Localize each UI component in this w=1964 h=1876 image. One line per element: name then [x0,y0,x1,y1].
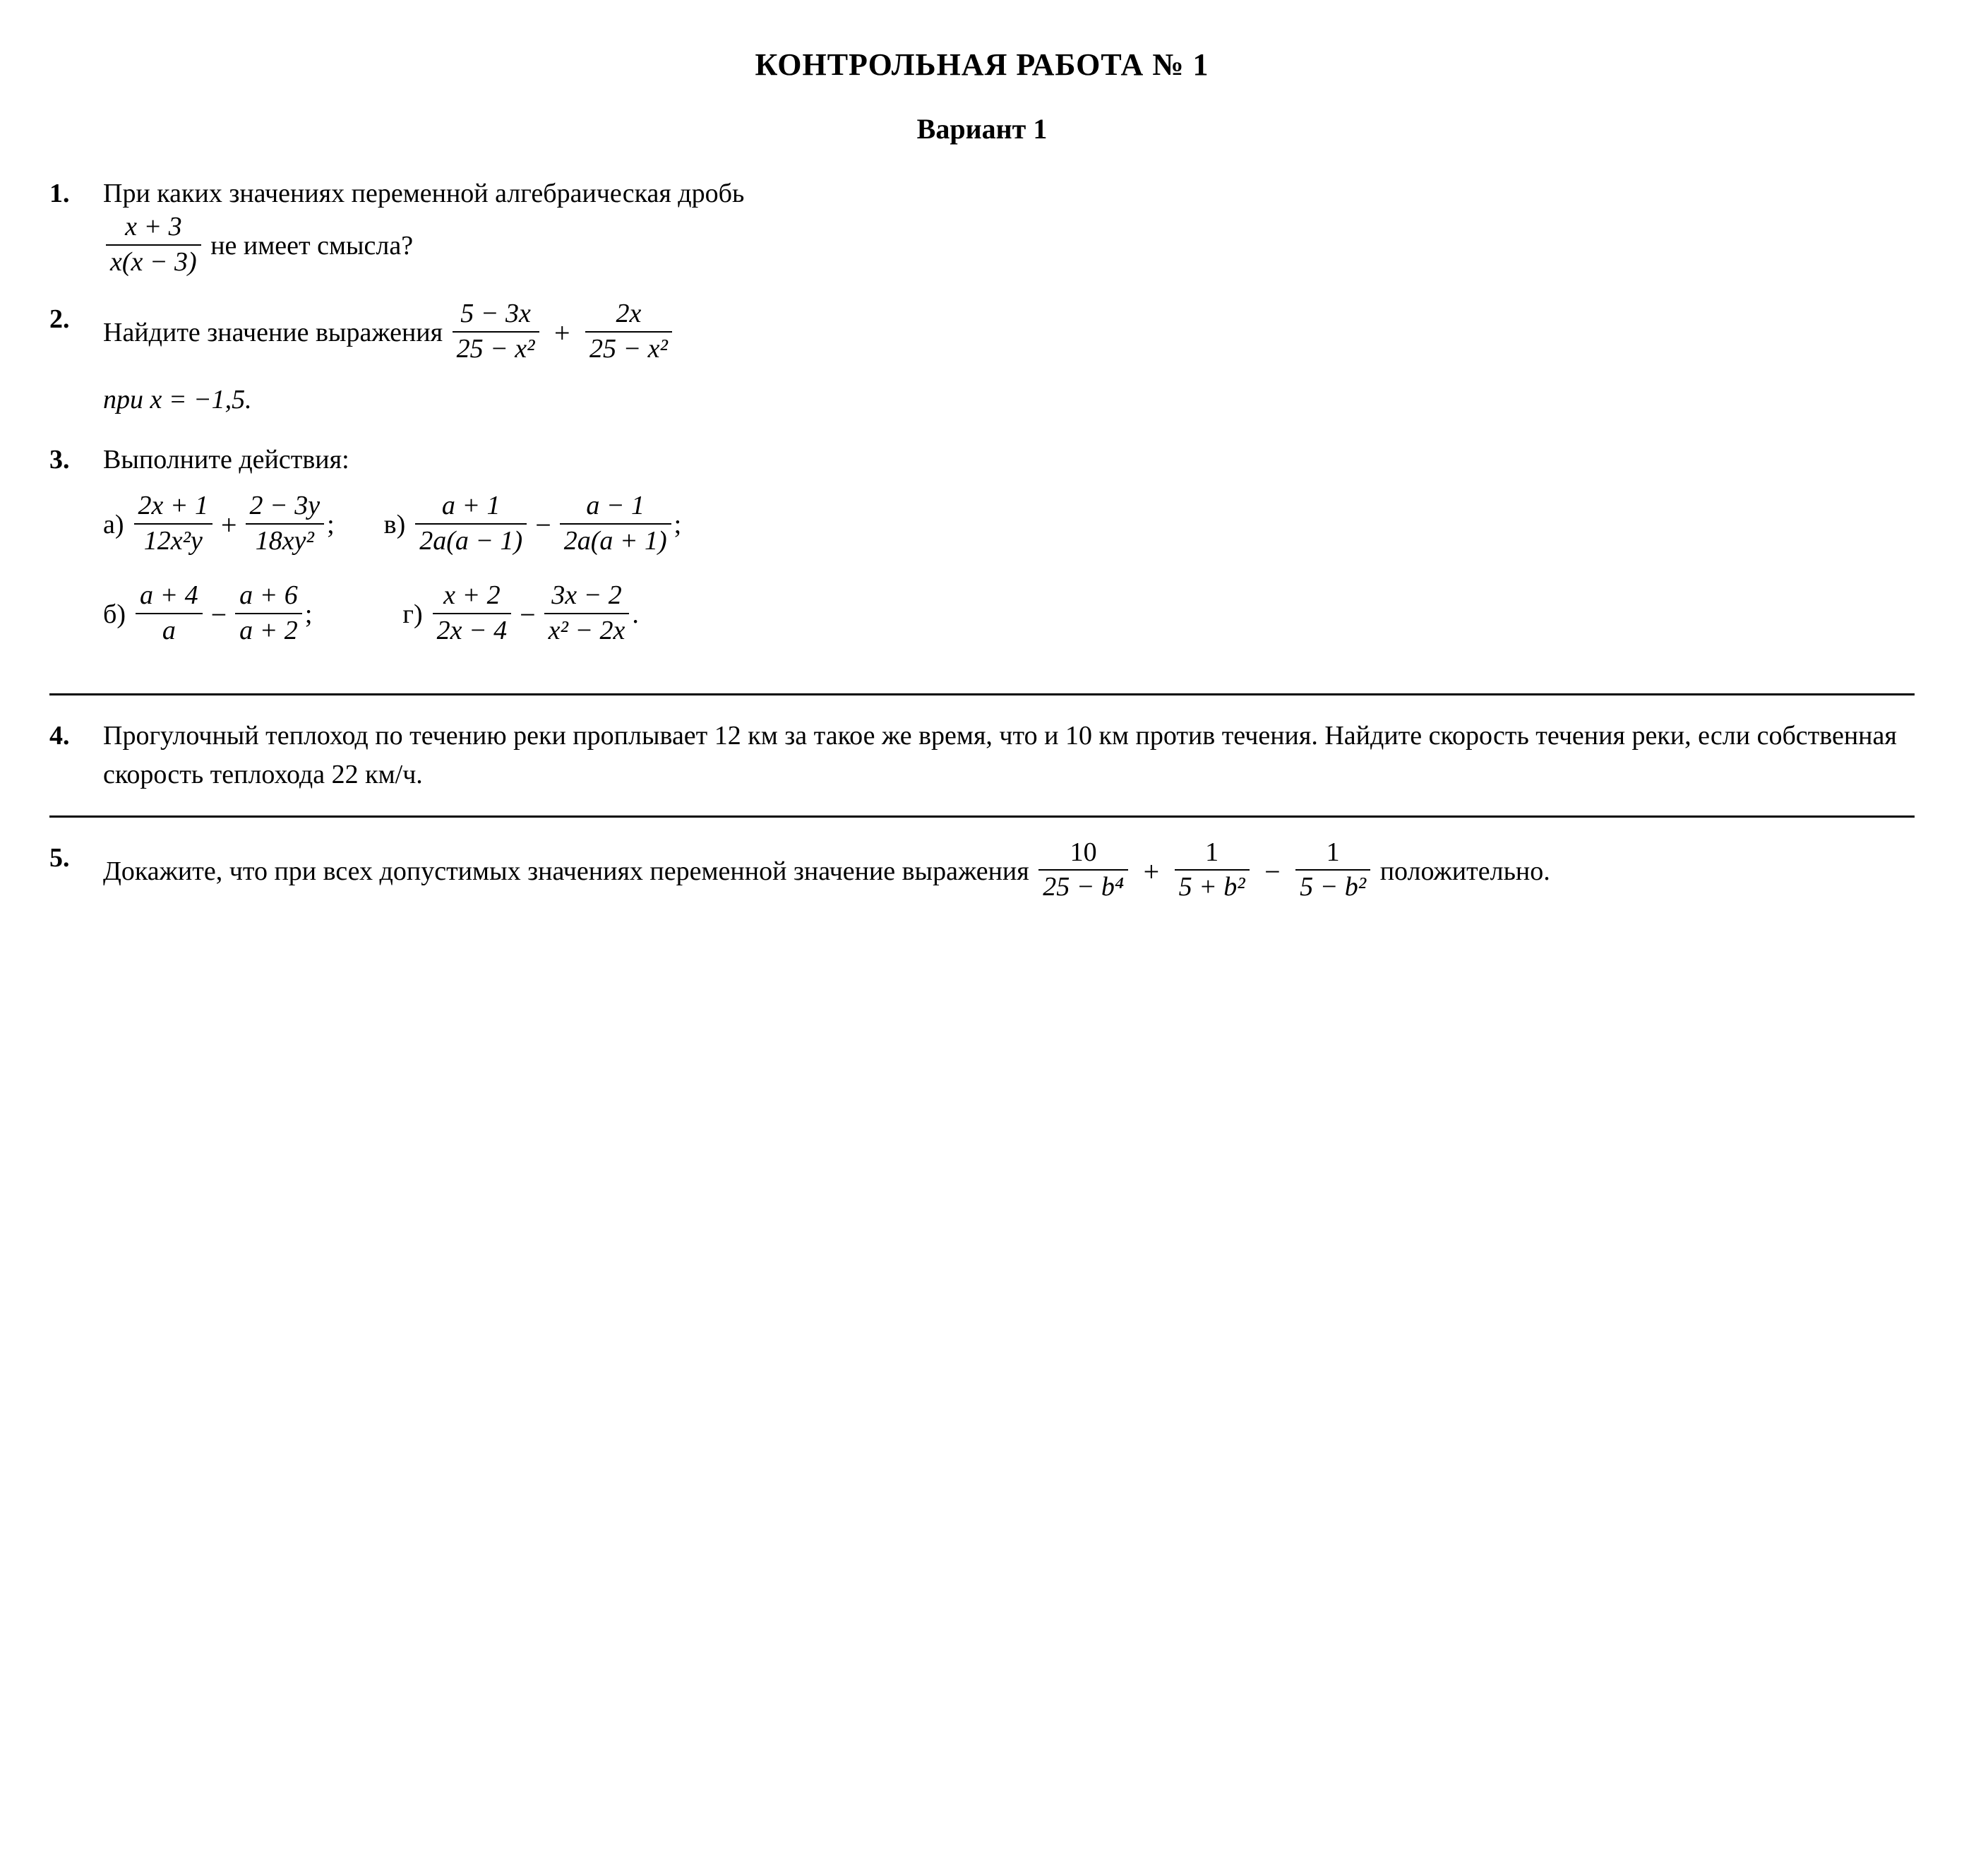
subproblem-g: г) x + 2 2x − 4 − 3x − 2 x² − 2x . [402,582,639,647]
problem-text: Докажите, что при всех допустимых значен… [103,844,1029,900]
fraction-denominator: 2x − 4 [433,614,512,647]
fraction-denominator: x² − 2x [544,614,630,647]
fraction: 2x 25 − x² [585,299,672,364]
fraction-numerator: 2 − 3y [246,491,325,525]
problem-condition: при x = −1,5. [103,381,1915,419]
operator: + [215,505,243,546]
subproblem-b: б) a + 4 a − a + 6 a + 2 ; [103,582,312,647]
fraction: 3x − 2 x² − 2x [544,580,630,646]
subproblem-label: а) [103,506,124,544]
divider [49,815,1915,818]
fraction-numerator: a − 1 [560,491,671,525]
fraction-denominator: 25 − x² [453,333,539,365]
fraction: 2 − 3y 18xy² [246,491,325,556]
fraction: 1 5 + b² [1175,837,1250,903]
punct: ; [327,506,335,544]
fraction-denominator: 2a(a − 1) [415,525,527,557]
problem-body: Прогулочный теплоход по течению реки про… [103,717,1915,794]
fraction: 5 − 3x 25 − x² [453,299,539,364]
fraction-numerator: a + 1 [415,491,527,525]
punct: ; [305,595,313,634]
problem-text: Прогулочный теплоход по течению реки про… [103,721,1897,789]
fraction-numerator: a + 4 [136,580,203,614]
fraction-numerator: 1 [1295,837,1370,871]
fraction-denominator: 25 − b⁴ [1038,871,1128,903]
subproblem-label: б) [103,595,126,634]
fraction-denominator: 2a(a + 1) [560,525,671,557]
fraction-denominator: 25 − x² [585,333,672,365]
problem-number: 3. [49,441,103,479]
fraction: a + 1 2a(a − 1) [415,491,527,556]
fraction-denominator: 12x²y [134,525,213,557]
problem-number: 2. [49,300,103,339]
subproblem-label: г) [402,595,422,634]
fraction: 10 25 − b⁴ [1038,837,1128,903]
problem-text: положительно. [1380,844,1550,900]
problem-number: 4. [49,717,103,755]
fraction-numerator: 2x + 1 [134,491,213,525]
fraction-numerator: a + 6 [235,580,302,614]
fraction-numerator: 3x − 2 [544,580,630,614]
page-title: КОНТРОЛЬНАЯ РАБОТА № 1 [49,42,1915,88]
fraction-numerator: x + 2 [433,580,512,614]
fraction-denominator: a [136,614,203,647]
problem-text: Найдите значение выражения [103,313,443,352]
problem-heading: Выполните действия: [103,445,349,474]
subproblem-label: в) [384,506,406,544]
operator: − [529,505,557,546]
problem-3: 3. Выполните действия: а) 2x + 1 12x²y +… [49,441,1915,672]
fraction-numerator: x + 3 [106,212,201,246]
fraction: 1 5 − b² [1295,837,1370,903]
page-subtitle: Вариант 1 [49,109,1915,150]
problem-1: 1. При каких значениях переменной алгебр… [49,174,1915,279]
operator: + [1138,842,1166,902]
plus-operator: + [549,313,576,354]
operator: − [205,595,233,635]
operator: − [514,595,541,635]
fraction-denominator: 5 + b² [1175,871,1250,903]
problem-body: Найдите значение выражения 5 − 3x 25 − x… [103,300,1915,419]
fraction-numerator: 10 [1038,837,1128,871]
fraction: 2x + 1 12x²y [134,491,213,556]
problem-number: 5. [49,839,103,878]
fraction: a − 1 2a(a + 1) [560,491,671,556]
fraction-denominator: 18xy² [246,525,325,557]
problem-body: Докажите, что при всех допустимых значен… [103,839,1915,904]
fraction: x + 3 x(x − 3) [106,212,201,277]
fraction: a + 4 a [136,580,203,646]
subproblem-v: в) a + 1 2a(a − 1) − a − 1 2a(a + 1) ; [384,492,682,558]
fraction: a + 6 a + 2 [235,580,302,646]
fraction-numerator: 2x [585,299,672,333]
fraction-denominator: 5 − b² [1295,871,1370,903]
punct: . [632,595,639,634]
fraction-denominator: a + 2 [235,614,302,647]
punct: ; [674,506,682,544]
fraction-numerator: 1 [1175,837,1250,871]
problem-4: 4. Прогулочный теплоход по течению реки … [49,717,1915,794]
fraction-denominator: x(x − 3) [106,246,201,278]
fraction: x + 2 2x − 4 [433,580,512,646]
problem-number: 1. [49,174,103,213]
problem-text: При каких значениях переменной алгебраич… [103,179,744,208]
problem-body: При каких значениях переменной алгебраич… [103,174,1915,279]
subproblem-a: а) 2x + 1 12x²y + 2 − 3y 18xy² ; [103,492,335,558]
problem-5: 5. Докажите, что при всех допустимых зна… [49,839,1915,904]
fraction-numerator: 5 − 3x [453,299,539,333]
operator: − [1259,842,1286,902]
problem-body: Выполните действия: а) 2x + 1 12x²y + 2 … [103,441,1915,672]
divider [49,693,1915,695]
problem-2: 2. Найдите значение выражения 5 − 3x 25 … [49,300,1915,419]
problem-text: не имеет смысла? [210,227,413,265]
